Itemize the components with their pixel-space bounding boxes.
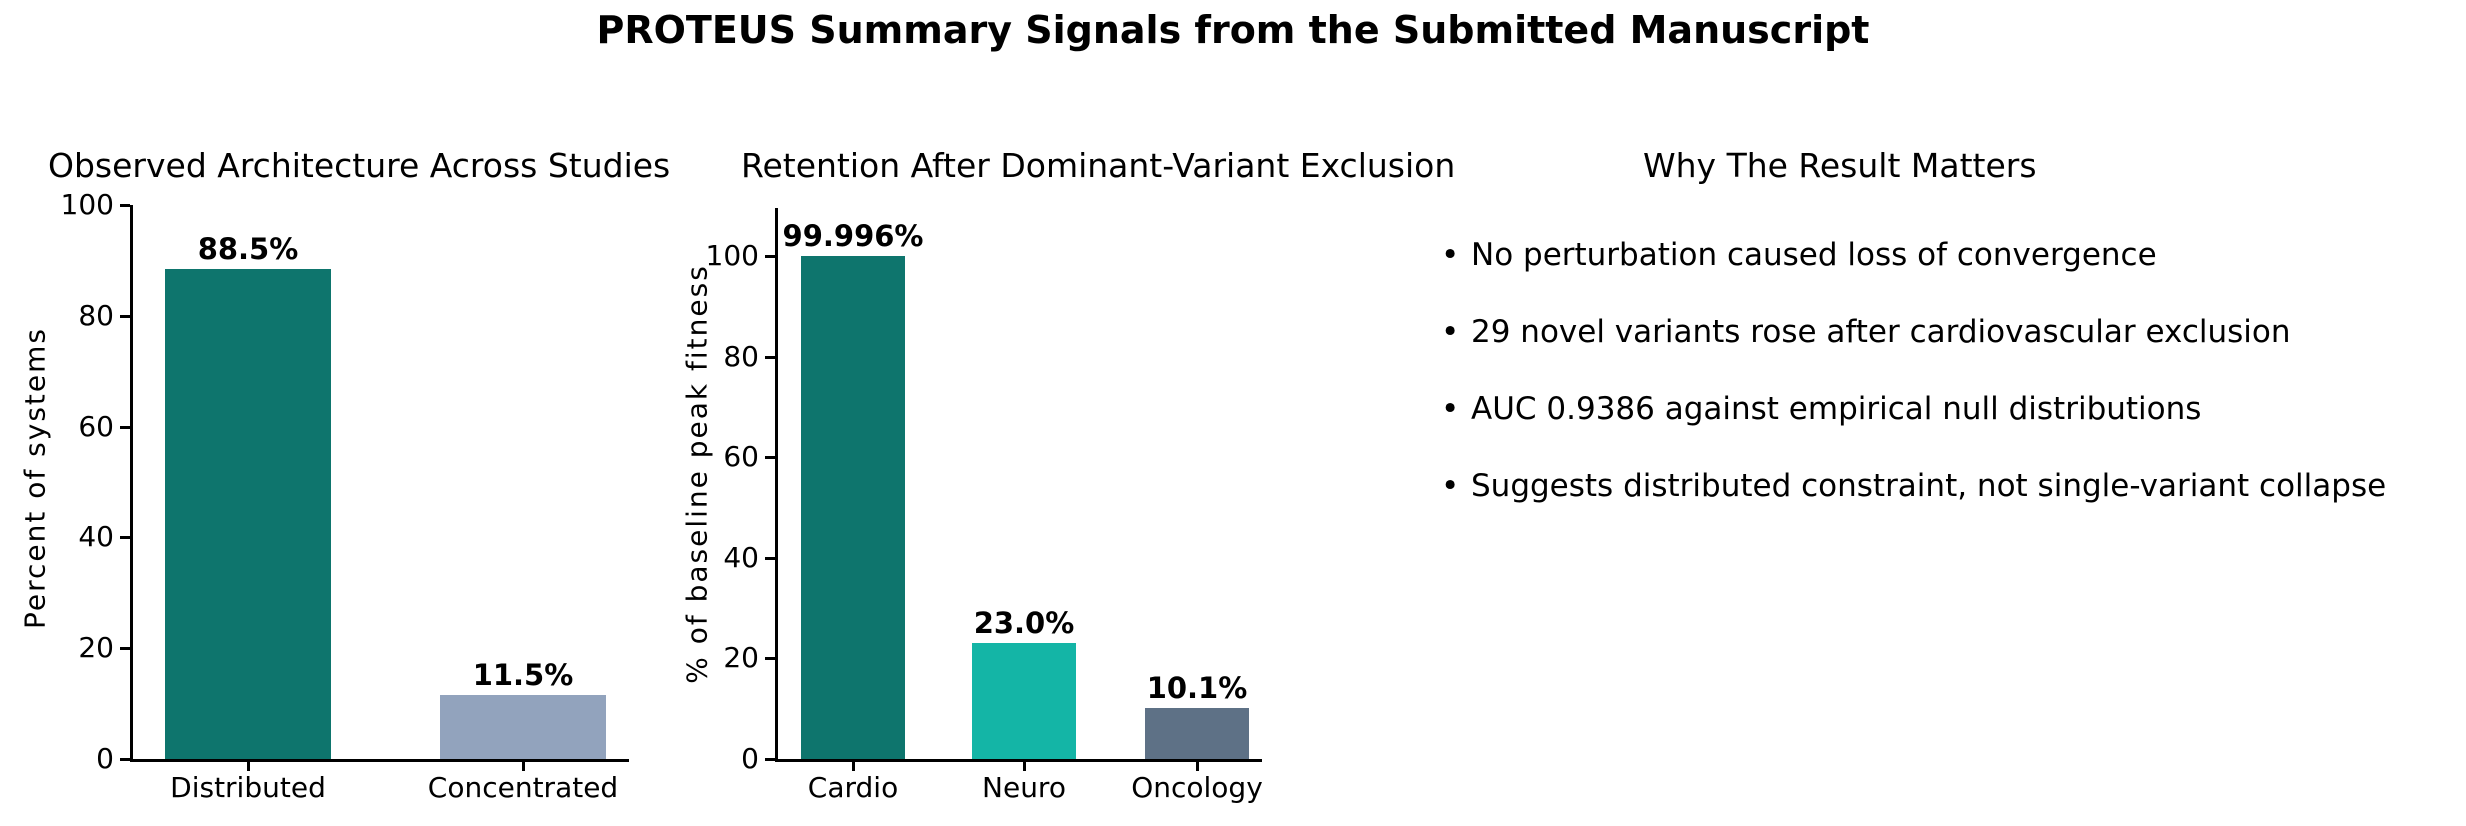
y-tick-label: 60 <box>78 409 114 443</box>
bar-neuro <box>972 643 1076 759</box>
bar-value-label: 99.996% <box>782 219 924 253</box>
y-tick-label: 20 <box>723 641 759 675</box>
category-label: Cardio <box>807 771 899 804</box>
bullet-text: AUC 0.9386 against empirical null distri… <box>1471 391 2202 427</box>
x-axis-line <box>775 759 1262 762</box>
y-tick-label: 80 <box>723 339 759 373</box>
bullet-list: • No perturbation caused loss of converge… <box>1441 236 2386 544</box>
y-tick-mark <box>120 425 130 429</box>
y-tick-mark <box>765 355 775 359</box>
x-tick-mark <box>522 762 525 771</box>
bar-distributed <box>165 269 331 759</box>
y-tick-label: 40 <box>78 520 114 554</box>
x-axis-line <box>130 759 629 762</box>
chart1-y-axis-label: Percent of systems <box>18 327 52 629</box>
y-tick-mark <box>765 657 775 661</box>
y-tick-label: 100 <box>705 239 759 272</box>
y-tick-label: 0 <box>96 742 114 775</box>
chart1-title: Observed Architecture Across Studies <box>48 146 671 185</box>
bullet-item: • AUC 0.9386 against empirical null distr… <box>1441 390 2386 428</box>
bullet-text: 29 novel variants rose after cardiovascu… <box>1471 314 2291 350</box>
y-tick-label: 40 <box>723 540 759 574</box>
chart2-title: Retention After Dominant-Variant Exclusi… <box>741 146 1456 185</box>
bar-value-label: 11.5% <box>472 658 574 692</box>
bullet-dot: • <box>1441 391 1460 427</box>
y-tick-label: 0 <box>741 742 759 775</box>
y-tick-mark <box>765 255 775 258</box>
y-tick-label: 20 <box>78 631 114 665</box>
y-tick-mark <box>120 204 130 207</box>
y-axis-spine <box>775 208 778 762</box>
bullet-dot: • <box>1441 237 1460 273</box>
bar-value-label: 23.0% <box>973 606 1075 640</box>
x-tick-mark <box>1023 762 1026 771</box>
y-tick-mark <box>120 758 130 761</box>
bullet-item: • No perturbation caused loss of converge… <box>1441 236 2386 274</box>
figure-title: PROTEUS Summary Signals from the Submitt… <box>596 8 1870 52</box>
category-label: Oncology <box>1131 771 1263 804</box>
bullet-dot: • <box>1441 468 1460 504</box>
bar-concentrated <box>440 695 606 759</box>
y-tick-mark <box>765 556 775 560</box>
y-axis-spine <box>130 205 133 762</box>
bullet-item: • Suggests distributed constraint, not si… <box>1441 467 2386 505</box>
bullet-text: Suggests distributed constraint, not sin… <box>1471 468 2387 504</box>
y-tick-label: 80 <box>78 298 114 332</box>
bar-value-label: 88.5% <box>197 232 299 266</box>
bullet-dot: • <box>1441 314 1460 350</box>
y-tick-label: 100 <box>60 188 114 221</box>
y-tick-mark <box>120 647 130 651</box>
category-label: Distributed <box>170 771 326 804</box>
bar-value-label: 10.1% <box>1146 671 1248 705</box>
x-tick-mark <box>247 762 250 771</box>
y-tick-mark <box>765 758 775 761</box>
x-tick-mark <box>1196 762 1199 771</box>
y-tick-mark <box>120 314 130 318</box>
bullet-text: No perturbation caused loss of convergen… <box>1471 237 2157 273</box>
y-tick-mark <box>765 456 775 460</box>
x-tick-mark <box>852 762 855 771</box>
y-tick-mark <box>120 536 130 540</box>
category-label: Concentrated <box>427 771 619 804</box>
bullet-item: • 29 novel variants rose after cardiovasc… <box>1441 313 2386 351</box>
panel-title: Why The Result Matters <box>1643 146 2037 185</box>
bar-cardio <box>801 256 905 759</box>
y-tick-label: 60 <box>723 440 759 474</box>
bar-oncology <box>1145 708 1249 759</box>
category-label: Neuro <box>982 771 1066 804</box>
